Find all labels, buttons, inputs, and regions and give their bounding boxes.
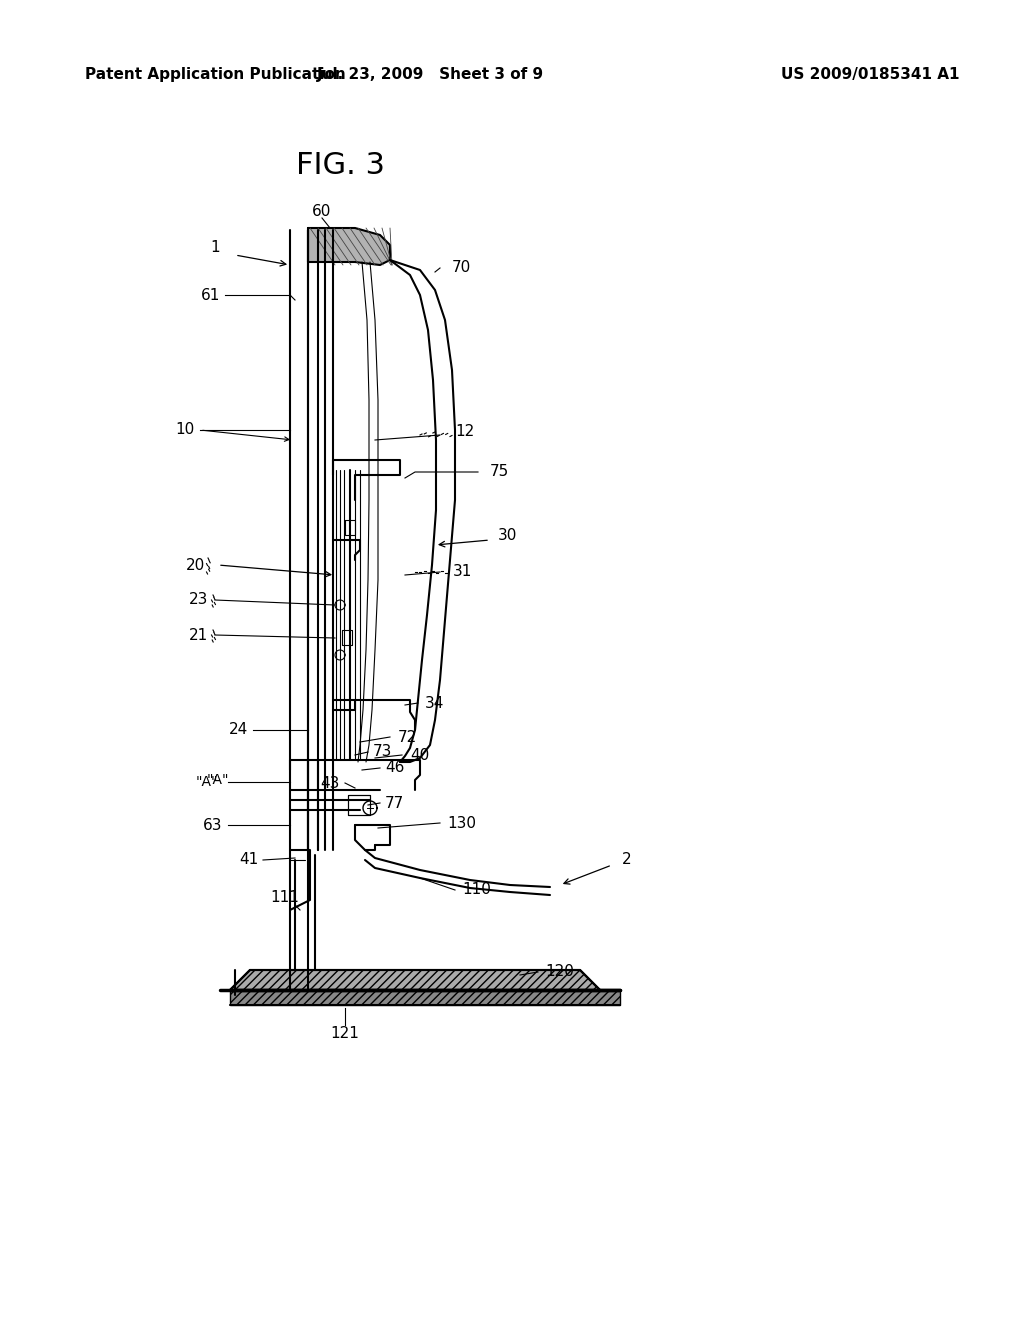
Text: "A": "A" xyxy=(196,775,218,789)
Text: 46: 46 xyxy=(385,760,404,776)
Text: 60: 60 xyxy=(312,205,332,219)
Text: 1: 1 xyxy=(210,240,220,256)
Text: 130: 130 xyxy=(447,816,476,830)
Text: 21: 21 xyxy=(188,627,208,643)
Text: 63: 63 xyxy=(203,817,222,833)
Text: US 2009/0185341 A1: US 2009/0185341 A1 xyxy=(780,67,959,82)
Text: Jul. 23, 2009   Sheet 3 of 9: Jul. 23, 2009 Sheet 3 of 9 xyxy=(316,67,544,82)
Polygon shape xyxy=(230,990,620,1005)
Text: 73: 73 xyxy=(373,744,392,759)
Text: 77: 77 xyxy=(385,796,404,810)
Text: 75: 75 xyxy=(490,465,509,479)
Text: 31: 31 xyxy=(453,565,472,579)
Polygon shape xyxy=(348,795,370,814)
Text: 2: 2 xyxy=(622,853,632,867)
Text: Patent Application Publication: Patent Application Publication xyxy=(85,67,346,82)
Text: 10: 10 xyxy=(176,422,195,437)
Text: "A": "A" xyxy=(207,774,229,787)
Text: 20: 20 xyxy=(185,557,205,573)
Text: 30: 30 xyxy=(498,528,517,543)
Text: 23: 23 xyxy=(188,593,208,607)
Text: FIG. 3: FIG. 3 xyxy=(296,150,384,180)
Polygon shape xyxy=(308,228,390,265)
Text: 110: 110 xyxy=(462,883,490,898)
Text: 111: 111 xyxy=(270,890,299,904)
Text: 72: 72 xyxy=(398,730,417,744)
Polygon shape xyxy=(230,970,600,990)
Text: 120: 120 xyxy=(545,965,573,979)
Text: 41: 41 xyxy=(239,853,258,867)
Text: 70: 70 xyxy=(452,260,471,276)
Text: 12: 12 xyxy=(455,425,474,440)
Text: 34: 34 xyxy=(425,696,444,710)
Text: 40: 40 xyxy=(410,747,429,763)
Text: 24: 24 xyxy=(228,722,248,738)
Text: 61: 61 xyxy=(201,288,220,302)
Text: 121: 121 xyxy=(331,1026,359,1040)
Text: 43: 43 xyxy=(321,776,340,791)
